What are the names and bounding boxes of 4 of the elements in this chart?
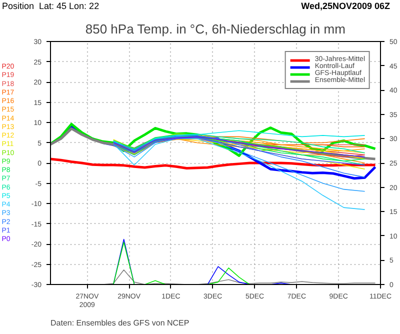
- text: Position Lat: 45 Lon: 22: [2, 0, 100, 13]
- text: Daten: Ensembles des GFS von NCEP: [50, 318, 190, 328]
- chart-title: 850 hPa Temp. in °C, 6h-Niederschlag in mm: [85, 22, 346, 36]
- text: Wed,25NOV2009 06Z: [301, 0, 390, 13]
